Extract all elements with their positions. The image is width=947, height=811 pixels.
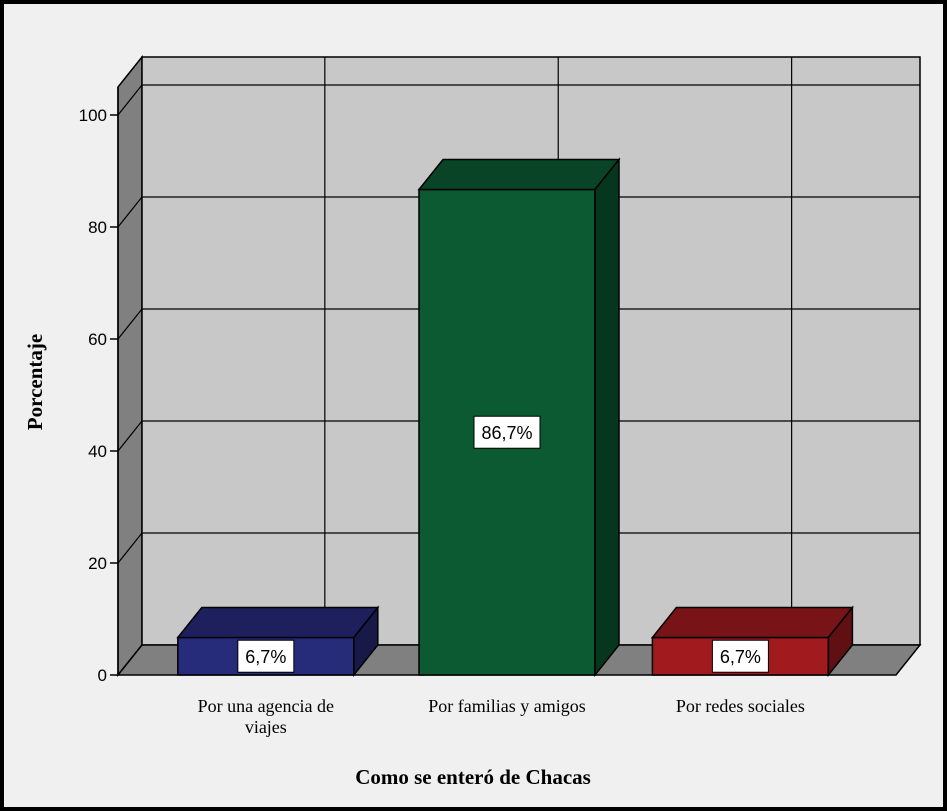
x-tick-label: Por familias y amigos	[428, 696, 585, 716]
bar-top	[650, 606, 854, 639]
x-tick-label: Por una agencia de	[198, 696, 334, 716]
data-label: 86,7%	[481, 423, 532, 443]
data-label: 6,7%	[720, 647, 761, 667]
gridline-side	[117, 532, 143, 564]
gridline-side	[117, 308, 143, 340]
gridline-side	[117, 420, 143, 452]
y-tick-label: 20	[88, 554, 107, 573]
y-tick-label: 100	[79, 106, 107, 125]
bar-side	[827, 605, 854, 678]
bar-side	[594, 157, 620, 678]
bar-top	[176, 606, 380, 639]
data-label: 6,7%	[245, 647, 286, 667]
side-wall	[117, 54, 143, 678]
bar-top	[417, 158, 621, 191]
y-tick-label: 0	[98, 666, 107, 685]
bar-side	[353, 605, 379, 678]
x-axis-title: Como se enteró de Chacas	[355, 765, 591, 789]
data-label-box	[711, 639, 769, 673]
data-label-box	[473, 415, 541, 449]
x-tick-label: Por redes sociales	[676, 696, 805, 716]
gridline-side	[117, 84, 143, 116]
y-tick-label: 40	[88, 442, 107, 461]
x-tick-label: viajes	[245, 717, 287, 737]
y-axis-title: Porcentaje	[23, 334, 47, 430]
gridline-side	[117, 196, 143, 228]
data-label-box	[237, 639, 295, 673]
y-tick-label: 60	[88, 330, 107, 349]
y-tick-label: 80	[88, 218, 107, 237]
